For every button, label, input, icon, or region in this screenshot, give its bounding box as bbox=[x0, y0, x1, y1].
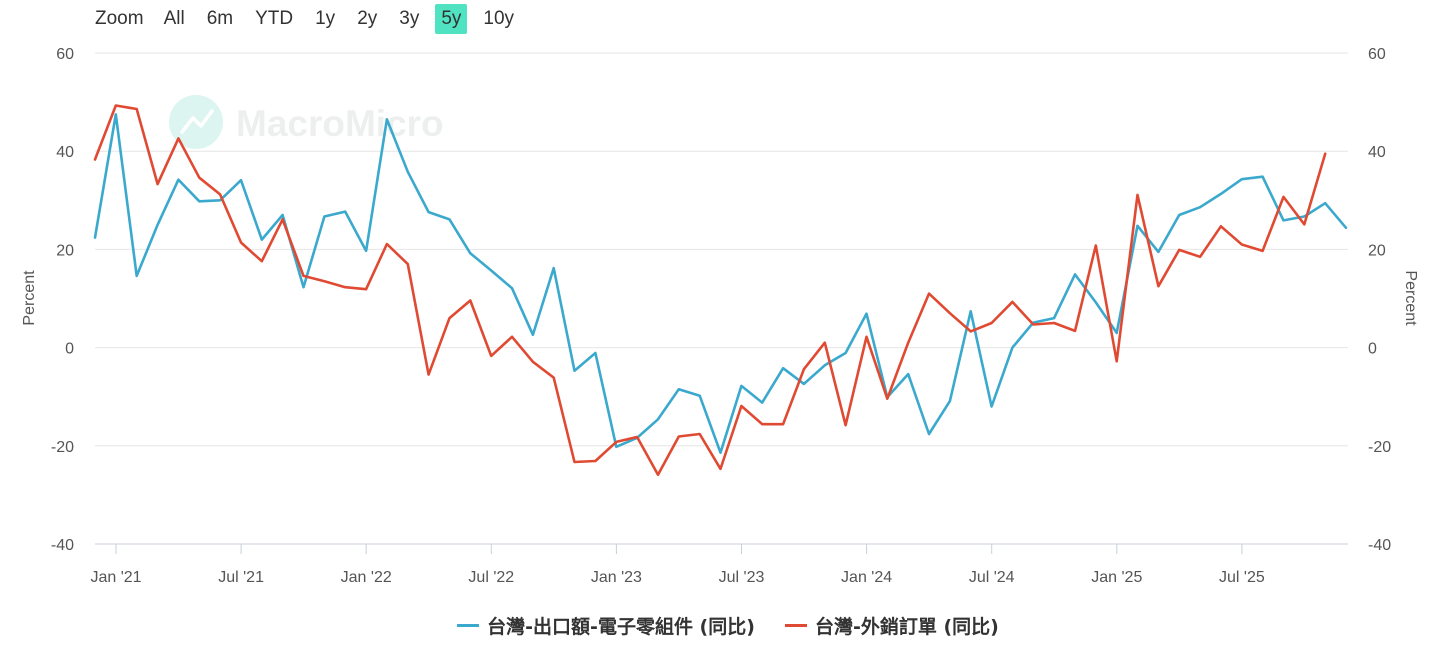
legend-label: 台灣-出口額-電子零組件 (同比) bbox=[487, 616, 755, 638]
legend-swatch-blue bbox=[457, 624, 480, 627]
right-tick-label: 60 bbox=[1368, 46, 1386, 63]
x-tick-label: Jan '25 bbox=[1091, 569, 1142, 586]
right-tick-label: -20 bbox=[1368, 439, 1391, 456]
right-tick-label: -40 bbox=[1368, 537, 1391, 554]
left-tick-label: -40 bbox=[51, 537, 74, 554]
left-y-axis: 60 40 20 0 -20 -40 bbox=[51, 46, 74, 554]
x-tick-label: Jan '24 bbox=[841, 569, 892, 586]
x-tick-label: Jan '22 bbox=[341, 569, 392, 586]
legend-item-electronic-components[interactable]: 台灣-出口額-電子零組件 (同比) bbox=[457, 612, 755, 639]
zoom-5y-button[interactable]: 5y bbox=[435, 4, 468, 34]
left-tick-label: -20 bbox=[51, 439, 74, 456]
series-line-export-orders bbox=[93, 104, 1327, 477]
x-tick-label: Jul '25 bbox=[1219, 569, 1265, 586]
legend: 台灣-出口額-電子零組件 (同比) 台灣-外銷訂單 (同比) bbox=[0, 612, 1456, 639]
right-tick-label: 0 bbox=[1368, 341, 1377, 358]
x-tick-label: Jul '23 bbox=[719, 569, 765, 586]
x-axis: Jan '21 Jul '21 Jan '22 Jul '22 Jan '23 Jul '… bbox=[90, 544, 1265, 586]
x-tick-label: Jul '21 bbox=[218, 569, 264, 586]
left-tick-label: 0 bbox=[65, 341, 74, 358]
right-tick-label: 40 bbox=[1368, 144, 1386, 161]
zoom-label: Zoom bbox=[95, 8, 144, 29]
series-layer bbox=[93, 104, 1348, 477]
watermark-text: MacroMicro bbox=[236, 103, 444, 144]
right-tick-label: 20 bbox=[1368, 242, 1386, 259]
right-axis-title: Percent bbox=[1402, 270, 1419, 326]
watermark: MacroMicro bbox=[169, 95, 444, 149]
left-tick-label: 40 bbox=[56, 144, 74, 161]
zoom-ytd-button[interactable]: YTD bbox=[255, 8, 294, 29]
line-chart: MacroMicro 60 40 20 0 -20 -40 60 40 20 0 -20 -40 J… bbox=[21, 46, 1419, 586]
zoom-3y-button[interactable]: 3y bbox=[399, 8, 420, 29]
zoom-2y-button[interactable]: 2y bbox=[357, 8, 378, 29]
series-line-electronic-components bbox=[93, 113, 1348, 455]
legend-label: 台灣-外銷訂單 (同比) bbox=[814, 616, 999, 638]
zoom-all-button[interactable]: All bbox=[163, 8, 185, 29]
legend-item-export-orders[interactable]: 台灣-外銷訂單 (同比) bbox=[784, 612, 999, 639]
zoom-6m-button[interactable]: 6m bbox=[206, 8, 234, 29]
left-axis-title: Percent bbox=[21, 270, 38, 326]
x-tick-label: Jul '24 bbox=[969, 569, 1015, 586]
x-tick-label: Jul '22 bbox=[468, 569, 514, 586]
zoom-1y-button[interactable]: 1y bbox=[315, 8, 336, 29]
legend-swatch-red bbox=[784, 624, 807, 627]
x-tick-label: Jan '23 bbox=[591, 569, 642, 586]
left-tick-label: 60 bbox=[56, 46, 74, 63]
x-tick-label: Jan '21 bbox=[90, 569, 141, 586]
left-tick-label: 20 bbox=[56, 242, 74, 259]
zoom-10y-button[interactable]: 10y bbox=[483, 8, 515, 29]
zoom-bar: Zoom All 6m YTD 1y 2y 3y 5y 10y bbox=[88, 3, 530, 35]
right-y-axis: 60 40 20 0 -20 -40 bbox=[1368, 46, 1391, 554]
